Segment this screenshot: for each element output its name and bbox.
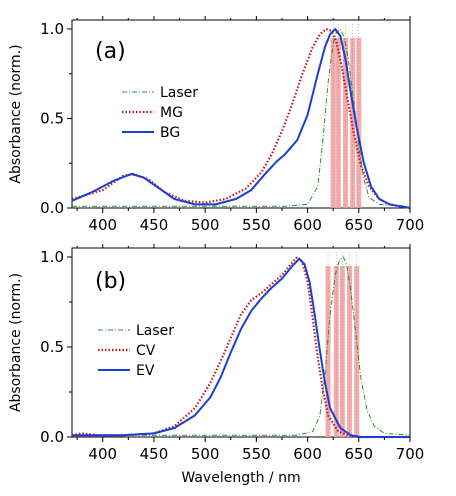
x-tick-label: 500	[191, 216, 220, 234]
panel-a: 400 450 500 550 600 650 700 0.0 0.5 1.0 Absorbance…	[8, 16, 424, 234]
x-tick-label: 500	[191, 445, 220, 463]
legend-label-laser: Laser	[160, 85, 198, 101]
x-tick-label: 550	[242, 445, 271, 463]
legend-label-cv: CV	[136, 343, 156, 359]
laser-spike	[356, 37, 362, 209]
series-line-laser	[72, 256, 411, 436]
y-tick-label: 1.0	[40, 248, 64, 266]
x-tick-label: 650	[344, 216, 373, 234]
series-line-bg	[71, 28, 411, 209]
laser-spike	[335, 37, 341, 209]
panel-b: 400 450 500 550 600 650 700 0.0 0.5 1.0 Absorbance…	[8, 244, 424, 486]
x-axis-label: Wavelength / nm	[181, 470, 300, 486]
x-tick-label: 600	[293, 445, 322, 463]
legend-label-laser: Laser	[136, 323, 174, 339]
series-line-mg	[71, 27, 411, 210]
y-tick-label: 0.0	[40, 428, 64, 446]
x-tick-label: 450	[140, 216, 169, 234]
y-axis-label: Absorbance (norm.)	[8, 44, 24, 183]
laser-spike	[330, 37, 336, 209]
y-axis-label: Absorbance (norm.)	[8, 273, 24, 412]
x-tick-label: 700	[396, 216, 425, 234]
legend-label-ev: EV	[136, 363, 155, 379]
x-tick-label: 700	[396, 445, 425, 463]
panel-label: (b)	[95, 269, 126, 294]
plot-frame	[71, 19, 411, 209]
x-tick-label: 650	[344, 445, 373, 463]
legend-label-mg: MG	[160, 105, 183, 121]
laser-spike	[350, 37, 356, 209]
plot-frame	[71, 247, 411, 438]
x-tick-label: 600	[293, 216, 322, 234]
y-tick-label: 1.0	[40, 20, 64, 38]
y-tick-label: 0.0	[40, 199, 64, 217]
series-line-ev	[72, 257, 410, 438]
legend-label-bg: BG	[160, 125, 180, 141]
y-tick-label: 0.5	[40, 109, 64, 127]
x-tick-label: 450	[140, 445, 169, 463]
x-tick-label: 550	[242, 216, 271, 234]
laser-spike	[342, 37, 348, 209]
x-tick-label: 400	[88, 216, 117, 234]
panel-label: (a)	[95, 39, 126, 64]
x-tick-label: 400	[88, 445, 117, 463]
y-tick-label: 0.5	[40, 338, 64, 356]
